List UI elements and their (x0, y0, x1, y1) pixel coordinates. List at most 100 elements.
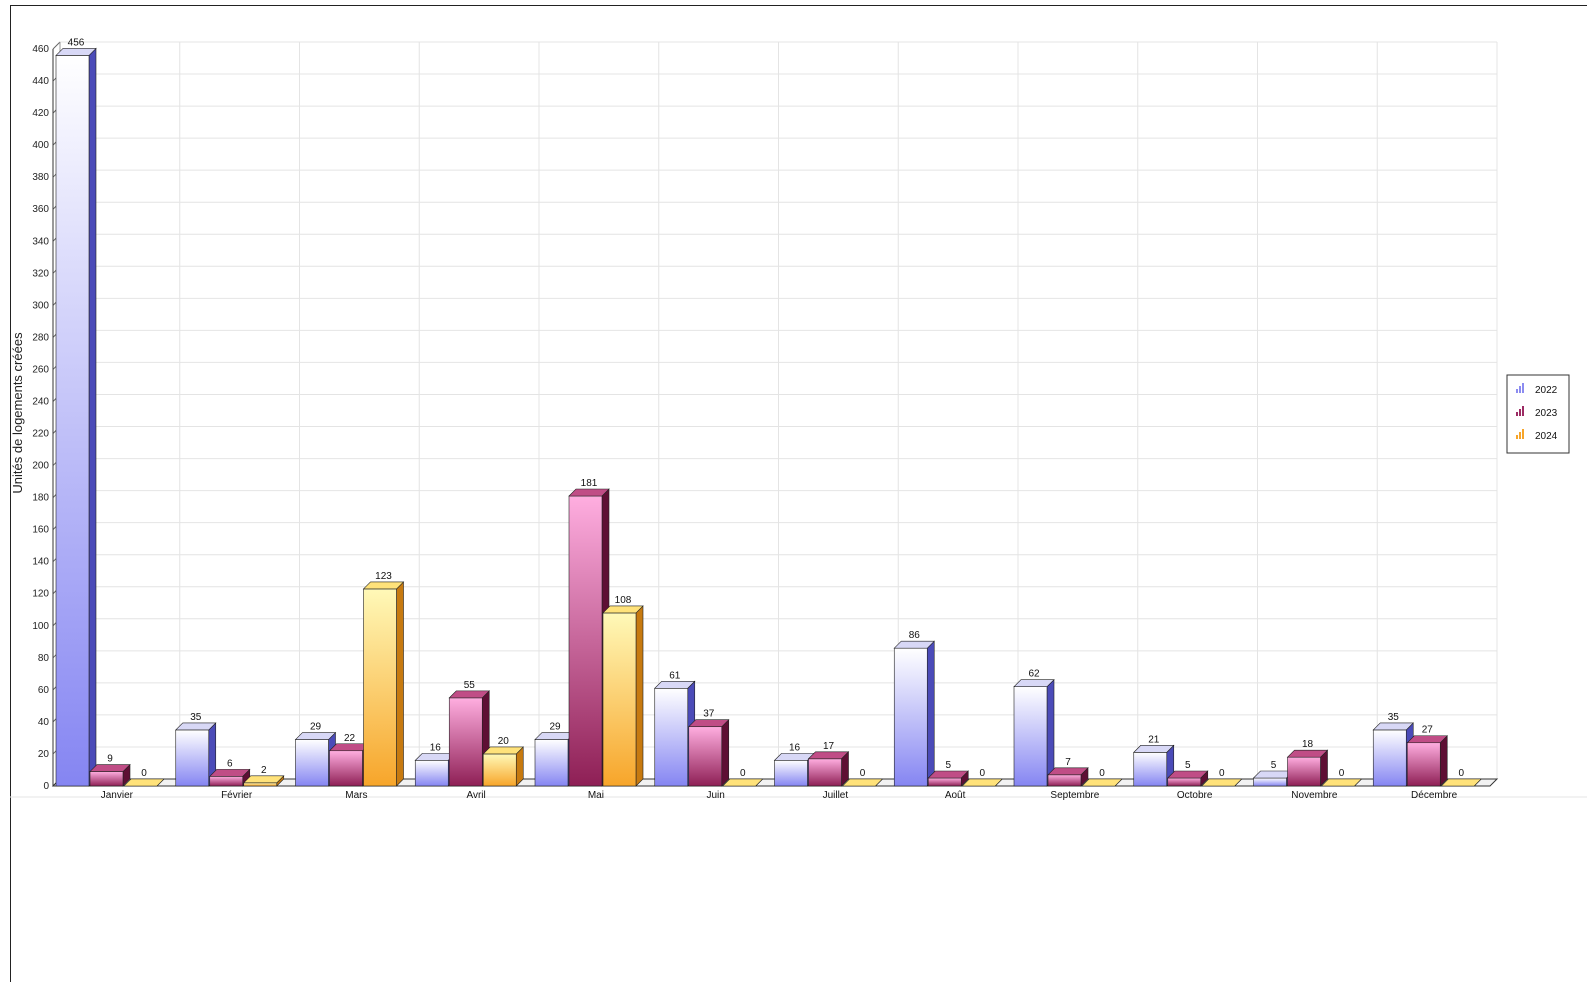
bar-top (123, 778, 165, 787)
data-label: 20 (498, 736, 510, 747)
bar-2022-Octobre (1133, 744, 1175, 787)
data-label: 7 (1065, 757, 1071, 768)
y-tick-label: 260 (32, 364, 49, 375)
data-label: 62 (1028, 669, 1040, 680)
bar-2023-Novembre (1286, 749, 1329, 787)
labels: Janvier45690Février3562Mars2922123Avril1… (68, 37, 1465, 801)
bar-top (927, 770, 969, 779)
bar-front (1406, 742, 1441, 787)
bar-front (89, 771, 124, 787)
y-tick-label: 460 (32, 44, 49, 55)
bar-top (362, 581, 405, 590)
bar-front (534, 739, 569, 787)
data-label: 0 (979, 768, 985, 779)
bar-2023-Octobre (1167, 770, 1209, 787)
bar-top (602, 605, 644, 614)
x-tick-label: Janvier (101, 790, 134, 801)
bar-top (568, 488, 610, 497)
bar-top (841, 778, 884, 787)
bar-front (808, 758, 842, 787)
bar-2023-Janvier (89, 763, 131, 787)
bar-2023-Août (927, 770, 969, 787)
data-label: 0 (141, 768, 147, 779)
y-tick-label: 220 (32, 429, 49, 440)
data-label: 108 (615, 595, 632, 606)
bar-2024-Mars (362, 581, 405, 787)
data-label: 61 (669, 670, 681, 681)
x-tick-label: Septembre (1050, 790, 1099, 801)
bar-2024-Juin (722, 778, 764, 787)
bar-front (175, 729, 210, 787)
bar-top (722, 778, 764, 787)
data-label: 0 (1458, 768, 1464, 779)
bar-2024-Février (243, 775, 285, 787)
bar-2024-Janvier (123, 778, 165, 787)
bar-2022-Janvier (55, 47, 97, 787)
bar-front (1013, 686, 1048, 787)
bar-2024-Juillet (841, 778, 884, 787)
bar-side (1439, 735, 1448, 787)
bar-top (1406, 735, 1448, 744)
data-label: 0 (1339, 768, 1345, 779)
legend-swatch-icon (1516, 429, 1524, 439)
bar-2023-Juin (688, 718, 730, 787)
bar-front (243, 782, 278, 787)
bar-front (414, 760, 449, 787)
bar-2024-Novembre (1320, 778, 1363, 787)
y-axis-title: Unités de logements créées (10, 332, 25, 494)
data-label: 27 (1422, 725, 1434, 736)
bar-top (482, 746, 524, 755)
bar-top (1133, 745, 1175, 753)
bar-top (1440, 778, 1482, 787)
bar-top (1372, 722, 1414, 731)
bar-front (1047, 774, 1082, 787)
bar-top (961, 778, 1003, 787)
bar-top (1286, 749, 1329, 758)
data-label: 5 (1185, 760, 1191, 771)
data-label: 6 (227, 758, 233, 769)
y-tick-label: 340 (32, 236, 49, 247)
bar-front (363, 588, 397, 787)
bar-front (1372, 729, 1407, 787)
y-tick-label: 320 (32, 268, 49, 279)
y-tick-label: 20 (38, 749, 50, 760)
bar-front (654, 687, 689, 787)
bar-front (209, 776, 244, 787)
data-label: 5 (945, 760, 951, 771)
data-label: 456 (68, 37, 85, 48)
bar-front (1133, 752, 1168, 787)
data-label: 0 (740, 768, 746, 779)
data-label: 29 (549, 722, 561, 733)
bar-front (568, 495, 603, 787)
bar-front (448, 697, 483, 787)
y-tick-label: 140 (32, 557, 49, 568)
x-tick-label: Mai (588, 790, 604, 801)
y-tick-label: 280 (32, 332, 49, 343)
bar-front (893, 647, 928, 787)
x-tick-label: Novembre (1291, 790, 1338, 801)
data-label: 9 (107, 754, 113, 765)
bar-top (209, 769, 251, 777)
bar-front (602, 612, 637, 787)
y-tick-label: 180 (32, 493, 49, 504)
y-tick-label: 40 (38, 717, 50, 728)
grid (59, 41, 1498, 780)
bar-top (654, 680, 696, 689)
data-label: 37 (703, 709, 715, 720)
bar-front (329, 750, 363, 787)
bar-2023-Septembre (1047, 767, 1089, 787)
y-tick-label: 100 (32, 621, 49, 632)
bar-front (482, 753, 517, 787)
y-tick-label: 160 (32, 525, 49, 536)
bar-2023-Décembre (1406, 735, 1448, 787)
x-tick-label: Février (221, 790, 253, 801)
bar-side (396, 581, 404, 787)
bar-top (1320, 778, 1363, 787)
bar-top (294, 732, 337, 740)
bar-top (893, 640, 935, 649)
data-label: 29 (310, 722, 322, 733)
bar-top (448, 690, 490, 699)
bar-front (927, 777, 962, 787)
y-tick-mark (52, 41, 61, 50)
data-label: 21 (1148, 734, 1160, 745)
